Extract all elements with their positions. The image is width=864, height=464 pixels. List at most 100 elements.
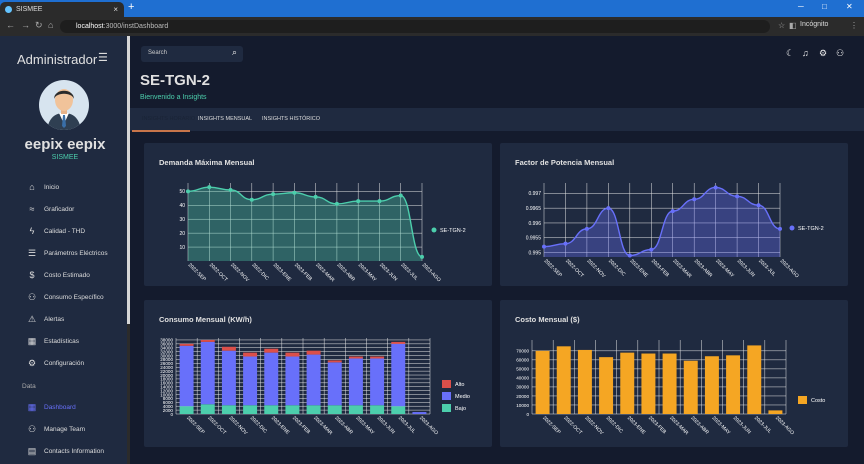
data-point[interactable] (713, 185, 718, 190)
sidebar-item-graficador[interactable]: ≈ Graficador (0, 202, 128, 218)
data-point[interactable] (692, 197, 697, 202)
bar[interactable] (683, 360, 698, 414)
bar[interactable] (264, 352, 279, 406)
data-point[interactable] (398, 193, 403, 198)
browser-menu-icon[interactable]: ⋮ (850, 21, 858, 30)
sidebar-item-manage-team[interactable]: ⚇ Manage Team (0, 422, 128, 438)
data-point[interactable] (228, 187, 233, 192)
bar[interactable] (306, 405, 321, 414)
data-point[interactable] (249, 197, 254, 202)
sidebar-item-contacts-information[interactable]: ▤ Contacts Information (0, 444, 128, 460)
bar[interactable] (747, 345, 762, 414)
search-box[interactable]: Search ⌕ (141, 46, 243, 62)
sidebar-item-configuración[interactable]: ⚙ Configuración (0, 356, 128, 372)
bar[interactable] (285, 356, 300, 406)
data-point[interactable] (735, 194, 740, 199)
bar[interactable] (243, 352, 258, 357)
side-panel-icon[interactable]: ◧ (789, 21, 797, 30)
bar[interactable] (285, 405, 300, 414)
bar[interactable] (179, 345, 194, 407)
browser-tab[interactable]: SISMEE × (0, 2, 124, 17)
maximize-icon[interactable]: □ (822, 2, 827, 11)
data-point[interactable] (271, 192, 276, 197)
bar[interactable] (306, 354, 321, 406)
dark-mode-icon[interactable]: ☾ (786, 48, 795, 58)
search-icon[interactable]: ⌕ (231, 47, 237, 57)
data-point[interactable] (606, 206, 611, 211)
bar[interactable] (577, 349, 592, 414)
data-point[interactable] (207, 185, 212, 190)
sidebar-item-dashboard[interactable]: ▦ Dashboard (0, 400, 128, 416)
bar[interactable] (726, 355, 741, 414)
sidebar-item-estadísticas[interactable]: ▦ Estadísticas (0, 334, 128, 350)
sidebar-item-alertas[interactable]: ⚠ Alertas (0, 312, 128, 328)
incognito-label[interactable]: Incógnito (800, 21, 829, 28)
bar[interactable] (348, 405, 363, 414)
bar[interactable] (556, 346, 571, 414)
data-point[interactable] (563, 241, 568, 246)
bar[interactable] (768, 410, 783, 414)
sidebar-item-calidad-thd[interactable]: ϟ Calidad - THD (0, 224, 128, 240)
bar[interactable] (704, 356, 719, 414)
bar[interactable] (243, 405, 258, 414)
bookmark-star-icon[interactable]: ☆ (778, 21, 786, 30)
close-tab-icon[interactable]: × (113, 5, 118, 14)
data-point[interactable] (627, 253, 632, 258)
bar[interactable] (221, 346, 236, 351)
bar[interactable] (662, 353, 677, 414)
bar[interactable] (221, 405, 236, 414)
data-point[interactable] (420, 254, 424, 259)
minimize-icon[interactable]: ─ (798, 2, 804, 11)
data-point[interactable] (186, 189, 190, 194)
menu-toggle-icon[interactable]: ☰ (98, 52, 108, 64)
tab-insights-horario[interactable]: INSIGHTS HORARIO (142, 116, 196, 122)
data-point[interactable] (756, 203, 761, 208)
reload-icon[interactable]: ↻ (35, 20, 43, 30)
bar[interactable] (327, 405, 342, 414)
back-icon[interactable]: ← (6, 20, 15, 30)
bar[interactable] (243, 356, 258, 406)
bar[interactable] (200, 341, 215, 405)
data-point[interactable] (292, 190, 297, 195)
bar[interactable] (327, 360, 342, 363)
bar[interactable] (391, 343, 406, 407)
bar[interactable] (391, 406, 406, 414)
sidebar-item-consumo-específico[interactable]: ⚇ Consumo Específico (0, 290, 128, 306)
search-input[interactable]: Search (148, 50, 168, 56)
bar[interactable] (285, 352, 300, 357)
data-point[interactable] (670, 209, 675, 214)
bar[interactable] (535, 350, 550, 414)
forward-icon[interactable]: → (21, 20, 30, 30)
url-field[interactable]: localhost:3000/instDashboard (60, 20, 770, 33)
data-point[interactable] (377, 199, 382, 204)
bar[interactable] (599, 357, 614, 414)
profile-icon[interactable]: ⚇ (836, 48, 845, 58)
data-point[interactable] (313, 194, 318, 199)
bar[interactable] (348, 358, 363, 406)
new-tab-icon[interactable]: + (128, 1, 135, 13)
bar[interactable] (200, 404, 215, 414)
tab-insights-mensual[interactable]: INSIGHTS MENSUAL (198, 116, 253, 122)
data-point[interactable] (778, 226, 782, 231)
data-point[interactable] (334, 201, 339, 206)
bar[interactable] (348, 356, 363, 359)
data-point[interactable] (542, 244, 546, 249)
bar[interactable] (391, 341, 406, 344)
data-point[interactable] (584, 226, 589, 231)
bar[interactable] (641, 353, 656, 414)
notifications-icon[interactable]: ♫ (802, 48, 809, 58)
sidebar-scrollbar[interactable] (127, 36, 130, 464)
bar[interactable] (327, 362, 342, 406)
sidebar-item-inicio[interactable]: ⌂ Inicio (0, 180, 128, 196)
data-point[interactable] (356, 199, 361, 204)
bar[interactable] (306, 350, 321, 355)
bar[interactable] (200, 339, 215, 342)
tab-insights-historico[interactable]: INSIGHTS HISTÓRICO (262, 116, 321, 122)
settings-icon[interactable]: ⚙ (819, 48, 828, 58)
home-browser-icon[interactable]: ⌂ (48, 20, 54, 30)
bar[interactable] (221, 350, 236, 406)
bar[interactable] (264, 348, 279, 353)
bar[interactable] (179, 406, 194, 414)
bar[interactable] (370, 405, 385, 414)
sidebar-item-costo-estimado[interactable]: $ Costo Estimado (0, 268, 128, 284)
